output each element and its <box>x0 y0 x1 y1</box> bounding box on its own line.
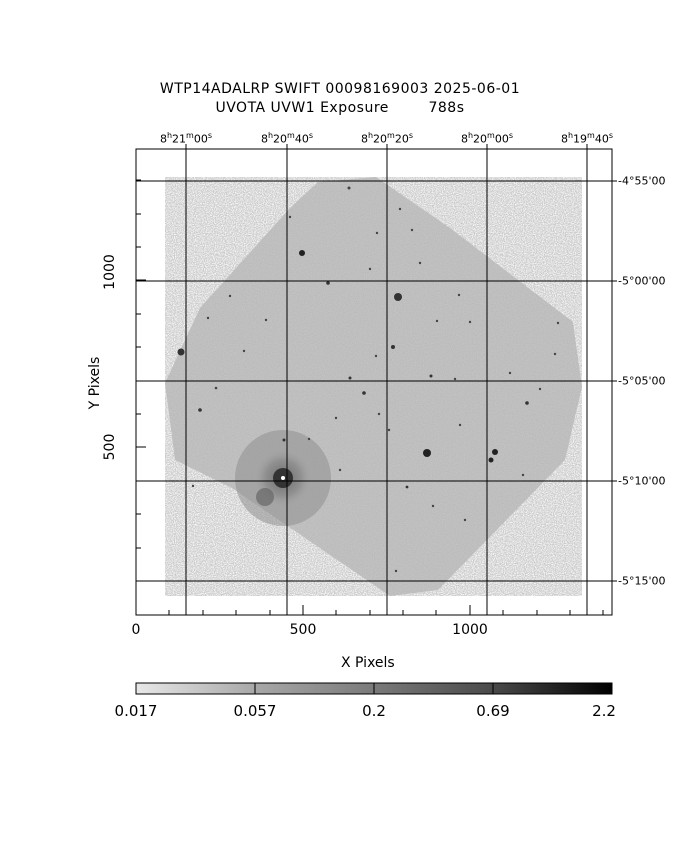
point-source <box>457 293 461 297</box>
x-axis-title: X Pixels <box>341 655 395 671</box>
point-source <box>453 377 457 381</box>
point-source <box>468 320 472 324</box>
point-source <box>387 428 391 432</box>
saturated-core <box>281 476 285 480</box>
point-source <box>418 261 422 265</box>
y-tick-1000: 1000 <box>102 254 118 290</box>
point-source <box>347 186 351 190</box>
image-title-line2: UVOTA UVW1 Exposure 788s <box>215 100 465 116</box>
colorbar-label-1: 0.017 <box>114 702 158 720</box>
dec-label-4: -5°10'00 <box>618 474 666 488</box>
dec-label-1: -4°55'00 <box>618 174 666 188</box>
point-source <box>435 319 439 323</box>
point-source <box>391 345 395 349</box>
point-source <box>326 281 330 285</box>
point-source <box>431 504 435 508</box>
point-source <box>538 387 542 391</box>
point-source <box>521 473 525 477</box>
point-source <box>429 374 433 378</box>
point-source <box>191 484 195 488</box>
point-source <box>264 318 268 322</box>
point-sources <box>177 186 560 573</box>
dec-label-3: -5°05'00 <box>618 374 666 388</box>
point-source <box>394 293 402 301</box>
ra-label-5: 8h19m40s <box>560 131 614 146</box>
colorbar-label-2: 0.057 <box>233 702 277 720</box>
point-source <box>492 449 498 455</box>
point-source <box>282 438 286 442</box>
exposure-footprint <box>165 177 582 596</box>
dec-label-5: -5°15'00 <box>618 574 666 588</box>
point-source <box>405 485 409 489</box>
point-source <box>423 449 431 457</box>
image-title-line1: WTP14ADALRP SWIFT 00098169003 2025-06-01 <box>159 81 521 97</box>
point-source <box>488 457 494 463</box>
point-source <box>556 321 560 325</box>
point-source <box>242 349 246 353</box>
y-tick-500: 500 <box>102 433 118 461</box>
plot-frame <box>135 148 613 616</box>
point-source <box>410 228 414 232</box>
point-source <box>299 250 305 256</box>
axis-ticks <box>135 144 617 615</box>
x-tick-1000: 1000 <box>452 622 488 638</box>
point-source <box>525 401 529 405</box>
ra-label-1: 8h21m00s <box>159 131 213 146</box>
point-source <box>228 294 232 298</box>
point-source <box>394 569 398 573</box>
point-source <box>374 354 378 358</box>
point-source <box>508 371 512 375</box>
dec-label-2: -5°00'00 <box>618 274 666 288</box>
colorbar-label-5: 2.2 <box>592 702 616 720</box>
point-source <box>368 267 372 271</box>
x-tick-0: 0 <box>131 622 141 638</box>
point-source <box>377 412 381 416</box>
point-source <box>362 391 366 395</box>
point-source <box>553 352 557 356</box>
colorbar-label-4: 0.69 <box>476 702 510 720</box>
point-source <box>288 215 292 219</box>
ra-label-4: 8h20m00s <box>460 131 514 146</box>
y-axis-title: Y Pixels <box>87 356 103 410</box>
point-source <box>177 348 185 356</box>
colorbar-ticks <box>254 683 494 694</box>
point-source <box>338 468 342 472</box>
point-source <box>214 386 218 390</box>
ra-label-3: 8h20m20s <box>360 131 414 146</box>
x-tick-500: 500 <box>289 622 317 638</box>
point-source <box>206 316 210 320</box>
point-source <box>348 376 352 380</box>
point-source <box>458 423 462 427</box>
point-source <box>334 416 338 420</box>
coordinate-grid <box>136 149 612 615</box>
point-source <box>198 408 202 412</box>
ra-label-2: 8h20m40s <box>260 131 314 146</box>
colorbar-label-3: 0.2 <box>362 702 386 720</box>
point-source <box>307 437 311 441</box>
point-source <box>463 518 467 522</box>
point-source <box>375 231 379 235</box>
point-source <box>398 207 402 211</box>
